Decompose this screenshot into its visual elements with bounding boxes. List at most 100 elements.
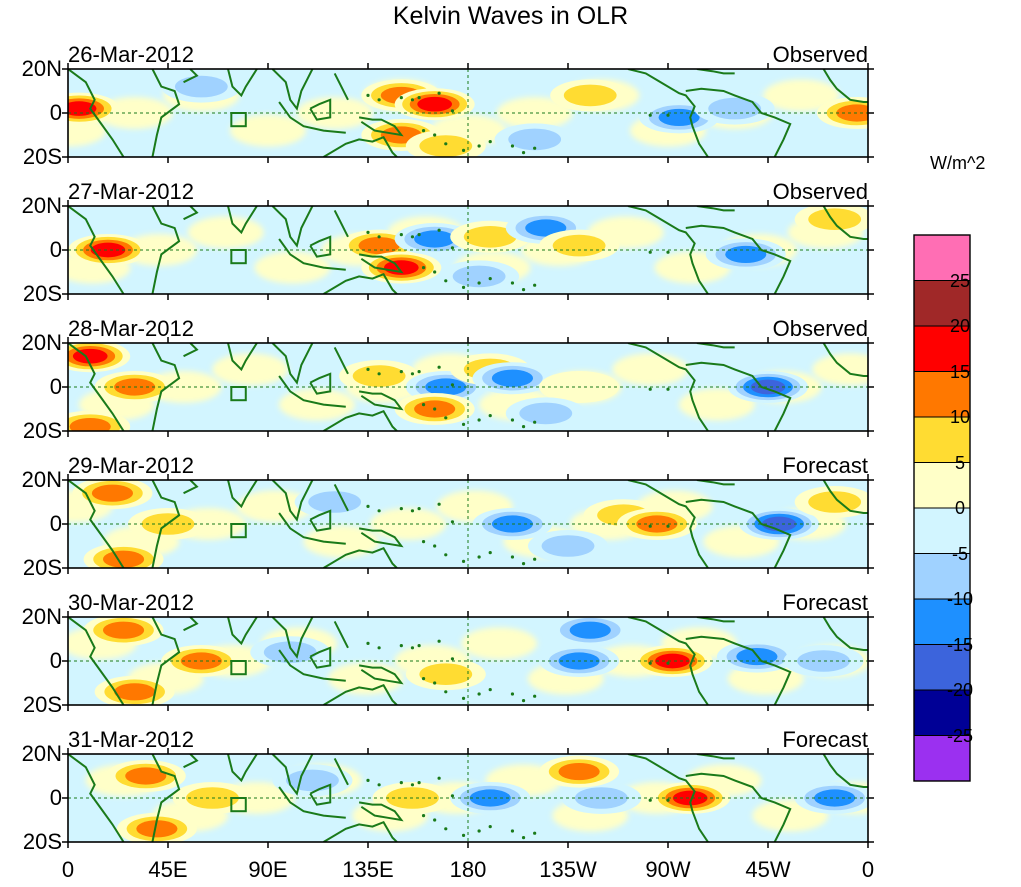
africa-coast (68, 69, 125, 157)
island (366, 367, 370, 371)
island (488, 277, 492, 281)
anomaly-contour (541, 535, 595, 557)
colorbar-swatch (913, 553, 971, 600)
anomaly-contour (419, 663, 473, 685)
seasia-coast (271, 617, 314, 659)
borneo-coast (309, 646, 332, 669)
weak-anomaly (496, 97, 573, 129)
anomaly-contour (525, 219, 567, 237)
lon-tick-label: 90E (248, 857, 288, 882)
region-box (230, 797, 247, 813)
island (421, 540, 426, 544)
africa-coast (68, 480, 125, 568)
island (461, 833, 466, 838)
island (450, 246, 455, 250)
island (450, 794, 455, 798)
island (377, 646, 381, 650)
americas-east-coast (685, 772, 792, 842)
anomaly-contour (114, 683, 156, 701)
anomaly-11 (505, 397, 586, 430)
island (488, 688, 492, 692)
coastlines (68, 480, 868, 568)
west-africa-coast (822, 754, 868, 788)
americas-west-coast (627, 343, 709, 431)
island (461, 559, 466, 564)
island (648, 387, 652, 391)
colorbar-tick-label: -25 (946, 725, 973, 746)
island (433, 818, 437, 822)
island (450, 383, 455, 387)
indonesia-coast (278, 512, 346, 545)
americas-west-coast (627, 480, 709, 568)
island (461, 696, 466, 701)
island (533, 420, 537, 424)
new-guinea-coast (358, 527, 404, 548)
island (450, 657, 455, 661)
new-guinea-coast (358, 390, 404, 411)
island (521, 562, 526, 566)
weak-anomaly (370, 508, 446, 540)
island (648, 113, 652, 117)
anomaly-4 (250, 636, 331, 669)
island (666, 113, 670, 117)
lat-tick-label: 20S (22, 555, 62, 580)
anomaly-10 (528, 530, 608, 562)
island (477, 144, 481, 148)
colorbar-tick-label: 5 (954, 452, 965, 473)
anomaly-5 (405, 658, 486, 691)
new-guinea-coast (358, 801, 404, 822)
island (510, 555, 515, 559)
chart-title: Kelvin Waves in OLR (392, 2, 629, 30)
island (488, 551, 492, 555)
lon-tick-label: 90W (645, 857, 691, 882)
philippines-coast (333, 346, 349, 375)
americas-east-coast (685, 224, 792, 294)
island (399, 370, 403, 374)
colorbar-tick-label: 10 (949, 407, 971, 427)
island (421, 677, 426, 681)
australia-coast (323, 409, 398, 431)
americas-east-coast (685, 635, 792, 705)
philippines-coast (333, 620, 349, 649)
caribbean-coast (696, 69, 735, 75)
island (666, 661, 670, 665)
anomaly-3 (394, 88, 475, 121)
coastlines (68, 206, 868, 294)
anomaly-contour (569, 621, 611, 639)
island (444, 827, 448, 831)
panel-status: Forecast (782, 727, 868, 752)
australia-coast (323, 135, 398, 157)
indonesia-coast (278, 101, 346, 134)
panel-3 (62, 337, 874, 437)
island (450, 520, 455, 524)
caribbean-coast (696, 206, 735, 212)
island (399, 96, 403, 100)
island (461, 422, 466, 426)
island (377, 783, 381, 787)
island (477, 692, 481, 696)
panel-date: 31-Mar-2012 (68, 727, 194, 752)
weak-anomaly (763, 79, 840, 112)
anomaly-contour (836, 104, 868, 122)
island (421, 129, 426, 133)
region-box (230, 660, 247, 676)
island (366, 778, 370, 783)
island (437, 639, 441, 643)
panel-5 (62, 611, 874, 711)
anomaly-10 (728, 371, 808, 403)
philippines-coast (333, 483, 349, 512)
americas-east-coast (685, 361, 792, 431)
anomaly-1 (72, 480, 153, 510)
colorbar-tick-label: 15 (949, 361, 971, 382)
arabia-coast (183, 480, 199, 495)
panel-6 (62, 748, 874, 848)
panel-date: 26-Mar-2012 (68, 42, 194, 67)
australia-coast (323, 820, 398, 842)
weak-anomaly (212, 353, 289, 386)
colorbar-swatch (913, 462, 971, 509)
india-coast (227, 343, 258, 372)
philippines-coast (333, 209, 349, 238)
anomaly-contour (491, 369, 534, 387)
new-guinea-coast (358, 116, 404, 137)
